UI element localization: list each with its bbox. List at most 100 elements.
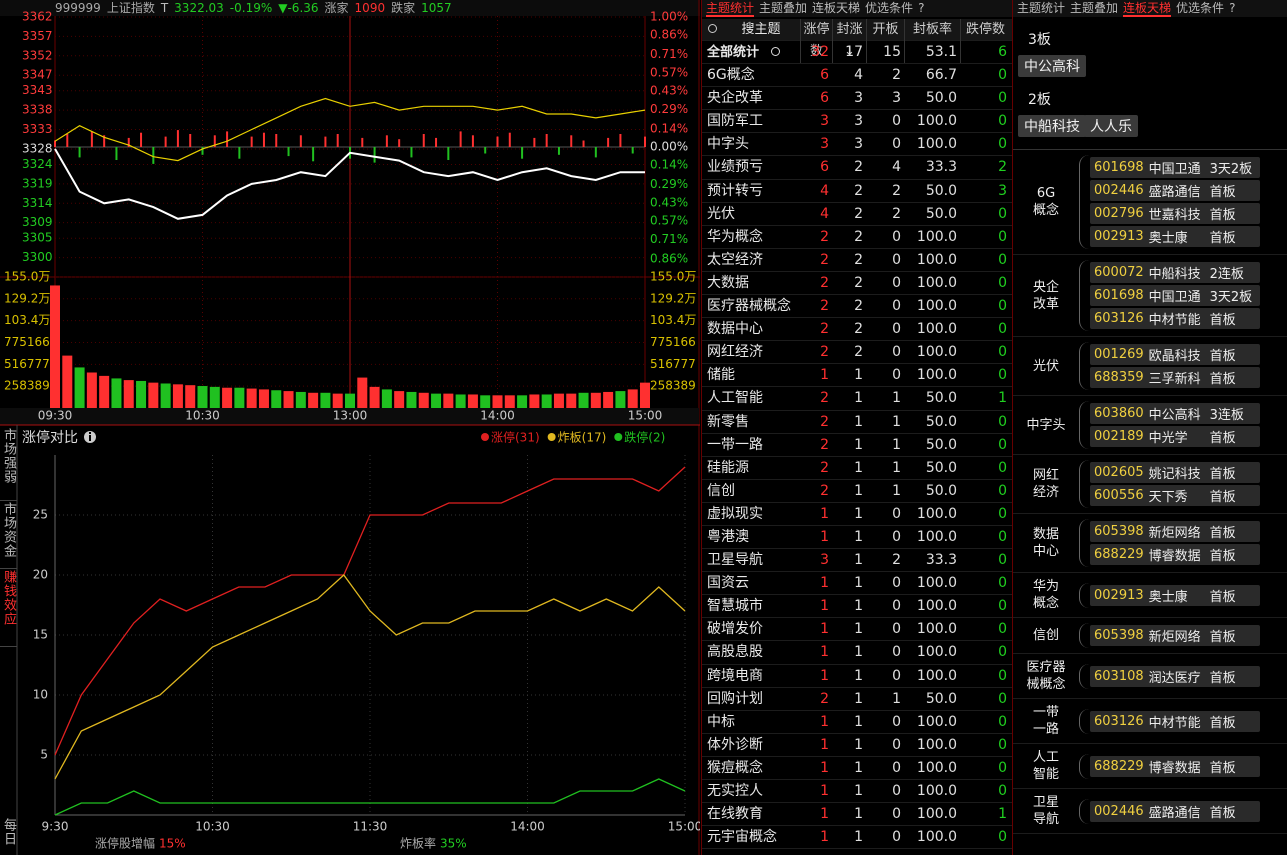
table-row[interactable]: 信创 2 1 1 50.0 0 [702,480,1012,503]
stock-button[interactable]: 人人乐 [1084,115,1138,137]
group-name[interactable]: 光伏 [1013,358,1079,375]
stock-item[interactable]: 605398 新炬网络 首板 [1090,625,1260,646]
tab[interactable]: 主题统计 [1017,1,1066,15]
stock-item[interactable]: 002446 盛路通信 首板 [1090,180,1260,201]
table-row[interactable]: 猴痘概念 1 1 0 100.0 0 [702,757,1012,780]
header-cell[interactable]: 封涨↓ [832,19,866,63]
stock-item[interactable]: 603126 中材节能 首板 [1090,308,1260,329]
group-name[interactable]: 央企 改革 [1013,279,1079,313]
stock-item[interactable]: 603860 中公高科 3连板 [1090,403,1260,424]
stock-item[interactable]: 002446 盛路通信 首板 [1090,800,1260,822]
table-row[interactable]: 虚拟现实 1 1 0 100.0 0 [702,503,1012,526]
stock-item[interactable]: 600072 中船科技 2连板 [1090,262,1260,283]
side-tab[interactable]: 市场资金 [0,502,17,569]
group-name[interactable]: 华为 概念 [1013,578,1079,612]
legend-label[interactable]: 跌停(2) [624,430,665,445]
stock-item[interactable]: 688229 博睿数据 首板 [1090,755,1260,777]
legend-label[interactable]: 涨停(31) [491,430,540,445]
table-row[interactable]: 回购计划 2 1 1 50.0 0 [702,688,1012,711]
tab[interactable]: ? [918,1,925,15]
tab[interactable]: 主题统计 [706,1,755,17]
stock-item[interactable]: 601698 中国卫通 3天2板 [1090,285,1260,306]
table-row[interactable]: 光伏 4 2 2 50.0 0 [702,203,1012,226]
side-tab[interactable]: 每日 [1,818,16,846]
stock-item[interactable]: 002913 奥士康 首板 [1090,584,1260,606]
group-name[interactable]: 中字头 [1013,417,1079,434]
stock-item[interactable]: 002189 中光学 首板 [1090,426,1260,447]
table-row[interactable]: 体外诊断 1 1 0 100.0 0 [702,734,1012,757]
group-name[interactable]: 一带 一路 [1013,704,1079,738]
group-name[interactable]: 信创 [1013,627,1079,644]
stock-item[interactable]: 603126 中材节能 首板 [1090,710,1260,732]
stock-button[interactable]: 中船科技 [1018,115,1086,137]
stock-item[interactable]: 688359 三孚新科 首板 [1090,367,1260,388]
group-items: 605398 新炬网络 首板 [1079,623,1260,648]
tab[interactable]: ? [1229,1,1236,15]
level: 3板 中公高科 [1013,17,1287,77]
table-row[interactable]: 太空经济 2 2 0 100.0 0 [702,249,1012,272]
group-name[interactable]: 医疗器 械概念 [1013,659,1079,693]
table-row[interactable]: 无实控人 1 1 0 100.0 0 [702,780,1012,804]
table-cell: 2 [820,413,829,430]
stock-item[interactable]: 605398 新炬网络 首板 [1090,521,1260,542]
table-row[interactable]: 网红经济 2 2 0 100.0 0 [702,341,1012,365]
table-row[interactable]: 跨境电商 1 1 0 100.0 0 [702,665,1012,688]
table-row[interactable]: 预计转亏 4 2 2 50.0 3 [702,180,1012,203]
header-cell[interactable]: 开板 [866,19,904,63]
side-tab[interactable]: 赚钱效应 [0,570,17,647]
group-name[interactable]: 6G 概念 [1013,185,1079,219]
table-row[interactable]: 在线教育 1 1 0 100.0 1 [702,803,1012,827]
table-row[interactable]: 卫星导航 3 1 2 33.3 0 [702,549,1012,573]
table-row[interactable]: 6G概念 6 4 2 66.7 0 [702,64,1012,88]
table-row[interactable]: 硅能源 2 1 1 50.0 0 [702,457,1012,480]
table-row[interactable]: 中字头 3 3 0 100.0 0 [702,133,1012,157]
table-row[interactable]: 中标 1 1 0 100.0 0 [702,711,1012,734]
volume-bar [148,382,159,408]
side-tab[interactable]: 市场强弱 [0,428,17,501]
stock-item[interactable]: 002605 姚记科技 首板 [1090,462,1260,483]
stock-item[interactable]: 001269 欧晶科技 首板 [1090,344,1260,365]
table-row[interactable]: 数据中心 2 2 0 100.0 0 [702,318,1012,342]
table-row[interactable]: 储能 1 1 0 100.0 0 [702,364,1012,388]
table-row[interactable]: 业绩预亏 6 2 4 33.3 2 [702,156,1012,180]
header-cell[interactable]: 涨停数 [800,19,832,63]
tab[interactable]: 主题叠加 [1070,1,1119,15]
stock-item[interactable]: 688229 博睿数据 首板 [1090,544,1260,565]
tab[interactable]: 优选条件 [865,1,914,15]
stock-item[interactable]: 002913 奥士康 首板 [1090,226,1260,247]
stock-item[interactable]: 002796 世嘉科技 首板 [1090,203,1260,224]
group-name[interactable]: 卫星 导航 [1013,794,1079,828]
legend-label[interactable]: 炸板(17) [558,431,607,445]
group-name[interactable]: 人工 智能 [1013,749,1079,783]
table-row[interactable]: 华为概念 2 2 0 100.0 0 [702,226,1012,249]
table-row[interactable]: 新零售 2 1 1 50.0 0 [702,411,1012,434]
table-row[interactable]: 国资云 1 1 0 100.0 0 [702,572,1012,596]
tab[interactable]: 主题叠加 [759,1,808,15]
header-cell[interactable]: 跌停数 [960,19,1010,63]
table-row[interactable]: 央企改革 6 3 3 50.0 0 [702,87,1012,111]
stock-button[interactable]: 中公高科 [1018,55,1086,77]
table-row[interactable]: 破增发价 1 1 0 100.0 0 [702,618,1012,642]
stock-item[interactable]: 601698 中国卫通 3天2板 [1090,157,1260,178]
table-row[interactable]: 医疗器械概念 2 2 0 100.0 0 [702,295,1012,319]
table-row[interactable]: 大数据 2 2 0 100.0 0 [702,272,1012,296]
table-header: 搜主题 涨停数 封涨↓ 开板 封板率 跌停数 [702,19,1012,63]
tab[interactable]: 连板天梯 [1123,1,1172,17]
table-row[interactable]: 智慧城市 1 1 0 100.0 0 [702,595,1012,619]
table-row[interactable]: 高股息股 1 1 0 100.0 0 [702,641,1012,665]
header-cell[interactable]: 封板率 [904,19,960,63]
tab[interactable]: 连板天梯 [812,1,861,15]
table-row[interactable]: 国防军工 3 3 0 100.0 0 [702,110,1012,134]
group-name[interactable]: 数据 中心 [1013,526,1079,560]
table-row[interactable]: 粤港澳 1 1 0 100.0 0 [702,526,1012,550]
table-row[interactable]: 元宇宙概念 1 1 0 100.0 0 [702,826,1012,850]
stock-item[interactable]: 603108 润达医疗 首板 [1090,665,1260,687]
stock-item[interactable]: 600556 天下秀 首板 [1090,485,1260,506]
table-row[interactable]: 全部统计 32 17 15 53.1 6 [702,41,1012,65]
header-cell[interactable]: 搜主题 [741,22,781,37]
group-name[interactable]: 网红 经济 [1013,467,1079,501]
tab[interactable]: 优选条件 [1176,1,1225,15]
table-row[interactable]: 一带一路 2 1 1 50.0 0 [702,434,1012,457]
table-row[interactable]: 人工智能 2 1 1 50.0 1 [702,387,1012,411]
footer-label: 涨停股增幅 [95,836,155,851]
